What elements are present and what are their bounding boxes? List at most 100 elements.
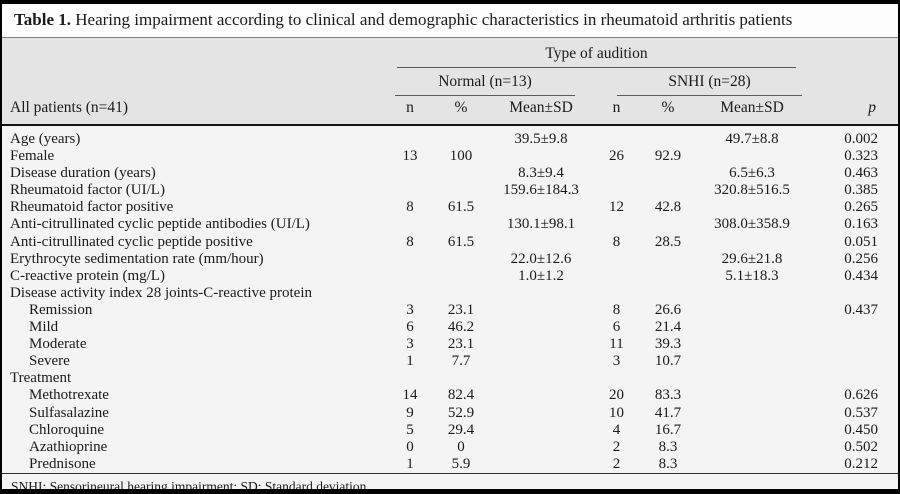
- table-body: Age (years) 39.5±9.8 49.7±8.8 0.002 Fema…: [2, 125, 898, 473]
- cell-normal-n: [387, 285, 433, 302]
- header-span-row: Type of audition: [2, 38, 898, 68]
- cell-snhi-n: [593, 285, 640, 302]
- cell-normal-mean-sd: [489, 148, 593, 165]
- cell-snhi-pct: [640, 125, 696, 148]
- cell-snhi-n: [593, 370, 640, 387]
- header-spacer: [2, 38, 387, 68]
- cell-normal-mean-sd: 22.0±12.6: [510, 250, 572, 267]
- cell-normal-n: 9: [406, 404, 414, 421]
- cell-snhi-mean-sd: [696, 319, 808, 336]
- cell-normal-mean-sd: [489, 353, 593, 370]
- cell-p-value: 0.051: [844, 233, 879, 250]
- row-label: Treatment: [10, 370, 72, 387]
- cell-normal-pct: 5.9: [451, 455, 471, 472]
- cell-normal-pct: 82.4: [447, 387, 475, 404]
- cell-normal-pct: [433, 125, 489, 148]
- cell-normal-pct: [433, 182, 489, 199]
- cell-normal-n: 8: [406, 199, 414, 216]
- cell-snhi-n: 6: [612, 319, 621, 336]
- row-label: Chloroquine: [29, 421, 104, 438]
- cell-normal-mean-sd: [489, 302, 593, 319]
- table-row: Chloroquine 5 29.4 4 16.7 0.450: [2, 422, 898, 439]
- row-label: Female: [10, 148, 55, 165]
- cell-p-value: 0.463: [844, 165, 879, 182]
- cell-snhi-n: [593, 182, 640, 199]
- header-snhi-n: n: [593, 96, 640, 126]
- cell-p-value: 0.450: [844, 421, 879, 438]
- table-row: Prednisone 1 5.9 2 8.3 0.212: [2, 456, 898, 473]
- cell-normal-n: [387, 125, 433, 148]
- cell-p-value: 0.323: [844, 148, 879, 165]
- table-row: Moderate 3 23.1 11 39.3: [2, 336, 898, 353]
- header-columns-row: All patients (n=41) n % Mean±SD n % Mean…: [2, 96, 898, 126]
- header-normal-n: n: [387, 96, 433, 126]
- row-label: Sulfasalazine: [29, 404, 109, 421]
- cell-snhi-n: 10: [609, 404, 624, 421]
- cell-normal-mean-sd: 130.1±98.1: [506, 216, 576, 233]
- cell-p-value: 0.256: [844, 250, 879, 267]
- cell-p-value: [808, 319, 898, 336]
- cell-snhi-pct: [640, 285, 696, 302]
- cell-snhi-pct: 42.8: [654, 199, 682, 216]
- cell-p-value: [808, 336, 898, 353]
- header-spacer: [2, 68, 387, 96]
- cell-normal-n: 14: [402, 387, 418, 404]
- cell-snhi-n: 11: [609, 336, 624, 353]
- cell-normal-n: [387, 182, 433, 199]
- cell-snhi-pct: 28.5: [654, 233, 682, 250]
- cell-snhi-pct: 8.3: [658, 455, 678, 472]
- row-label: Anti-citrullinated cyclic peptide positi…: [10, 233, 253, 250]
- cell-normal-n: 5: [406, 421, 414, 438]
- header-group-snhi: SNHI (n=28): [593, 68, 808, 96]
- cell-normal-n: 3: [406, 336, 414, 353]
- cell-normal-mean-sd: 1.0±1.2: [518, 267, 564, 284]
- cell-p-value: 0.265: [844, 199, 879, 216]
- cell-snhi-mean-sd: [696, 148, 808, 165]
- row-label: Mild: [29, 319, 59, 336]
- cell-normal-pct: [433, 251, 489, 268]
- cell-snhi-pct: 10.7: [654, 353, 682, 370]
- cell-normal-mean-sd: [489, 285, 593, 302]
- header-group-row: Normal (n=13) SNHI (n=28): [2, 68, 898, 96]
- table-header: Type of audition Normal (n=13) SNHI (n=2…: [2, 38, 898, 126]
- row-label: Moderate: [29, 336, 87, 353]
- cell-p-value: 0.002: [844, 131, 879, 147]
- table-row: Age (years) 39.5±9.8 49.7±8.8 0.002: [2, 125, 898, 148]
- cell-normal-pct: [433, 285, 489, 302]
- cell-snhi-mean-sd: [696, 439, 808, 456]
- table-row: Rheumatoid factor (UI/L) 159.6±184.3 320…: [2, 182, 898, 199]
- cell-snhi-n: 3: [612, 353, 621, 370]
- cell-snhi-pct: [640, 370, 696, 387]
- cell-snhi-n: 26: [609, 148, 624, 165]
- cell-normal-n: 13: [402, 148, 418, 165]
- cell-normal-mean-sd: [489, 456, 593, 473]
- cell-normal-mean-sd: [489, 319, 593, 336]
- table-row: Disease activity index 28 joints-C-react…: [2, 285, 898, 302]
- table-row: Disease duration (years) 8.3±9.4 6.5±6.3…: [2, 165, 898, 182]
- cell-snhi-mean-sd: 308.0±358.9: [714, 216, 790, 233]
- cell-p-value: 0.163: [844, 216, 879, 233]
- cell-normal-n: 8: [406, 233, 414, 250]
- header-normal-pct: %: [433, 96, 489, 126]
- cell-snhi-mean-sd: [696, 234, 808, 251]
- cell-snhi-n: [593, 125, 640, 148]
- cell-normal-pct: [433, 370, 489, 387]
- cell-normal-mean-sd: 39.5±9.8: [514, 131, 568, 147]
- cell-snhi-mean-sd: [696, 199, 808, 216]
- cell-normal-mean-sd: [489, 234, 593, 251]
- cell-snhi-mean-sd: [696, 336, 808, 353]
- table-row: Methotrexate 14 82.4 20 83.3 0.626: [2, 387, 898, 404]
- cell-normal-n: 3: [406, 301, 414, 318]
- header-snhi-mean-sd: Mean±SD: [696, 96, 809, 126]
- cell-snhi-mean-sd: 29.6±21.8: [721, 250, 783, 267]
- cell-snhi-n: 2: [612, 438, 621, 455]
- row-label: Remission: [29, 301, 93, 318]
- table-row: Severe 1 7.7 3 10.7: [2, 353, 898, 370]
- cell-normal-pct: 46.2: [447, 319, 475, 336]
- header-p-value: p: [808, 96, 898, 126]
- cell-p-value: [808, 370, 898, 387]
- table-row: Female 13 100 26 92.9 0.323: [2, 148, 898, 165]
- cell-snhi-n: 8: [612, 233, 621, 250]
- cell-snhi-n: 12: [609, 199, 624, 216]
- cell-snhi-pct: 8.3: [658, 438, 678, 455]
